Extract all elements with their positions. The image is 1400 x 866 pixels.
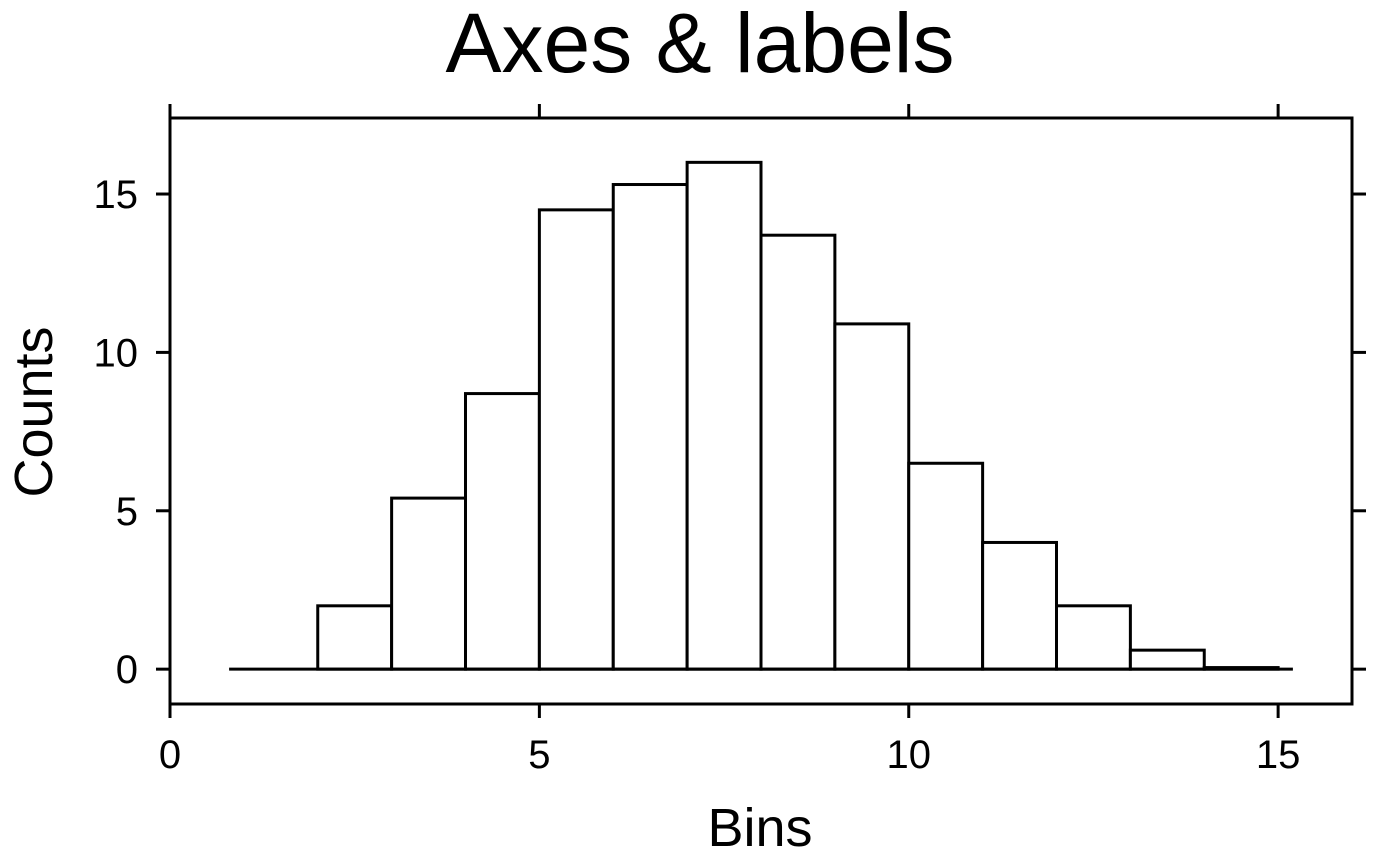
histogram-bar xyxy=(537,208,615,671)
tick-labels-layer: 0 5 10 15 0 5 10 15 xyxy=(94,173,1301,777)
y-tick-label: 5 xyxy=(116,490,138,534)
x-tick-label: 0 xyxy=(159,733,181,777)
histogram-bar xyxy=(611,183,689,671)
x-tick-label: 5 xyxy=(528,733,550,777)
histogram-bar xyxy=(907,461,985,671)
histogram-bar xyxy=(685,160,763,671)
plot-frame xyxy=(168,116,1354,706)
chart-title: Axes & labels xyxy=(446,0,955,90)
x-axis-label: Bins xyxy=(707,798,812,858)
y-axis-label: Counts xyxy=(4,326,64,497)
histogram-bar xyxy=(759,233,837,671)
y-tick-label: 15 xyxy=(94,173,139,217)
y-tick-label: 10 xyxy=(94,331,139,375)
ticks-layer xyxy=(156,104,1366,718)
y-tick-label: 0 xyxy=(116,648,138,692)
bars-layer xyxy=(316,160,1280,671)
histogram-bar xyxy=(981,540,1058,671)
histogram-bar xyxy=(833,322,911,671)
x-tick-label: 15 xyxy=(1256,733,1301,777)
histogram-bar xyxy=(316,604,394,671)
histogram-bar xyxy=(1055,604,1132,671)
histogram-bar xyxy=(390,496,467,671)
histogram-bar xyxy=(464,392,541,671)
histogram-bar xyxy=(1128,648,1206,671)
x-tick-label: 10 xyxy=(887,733,932,777)
